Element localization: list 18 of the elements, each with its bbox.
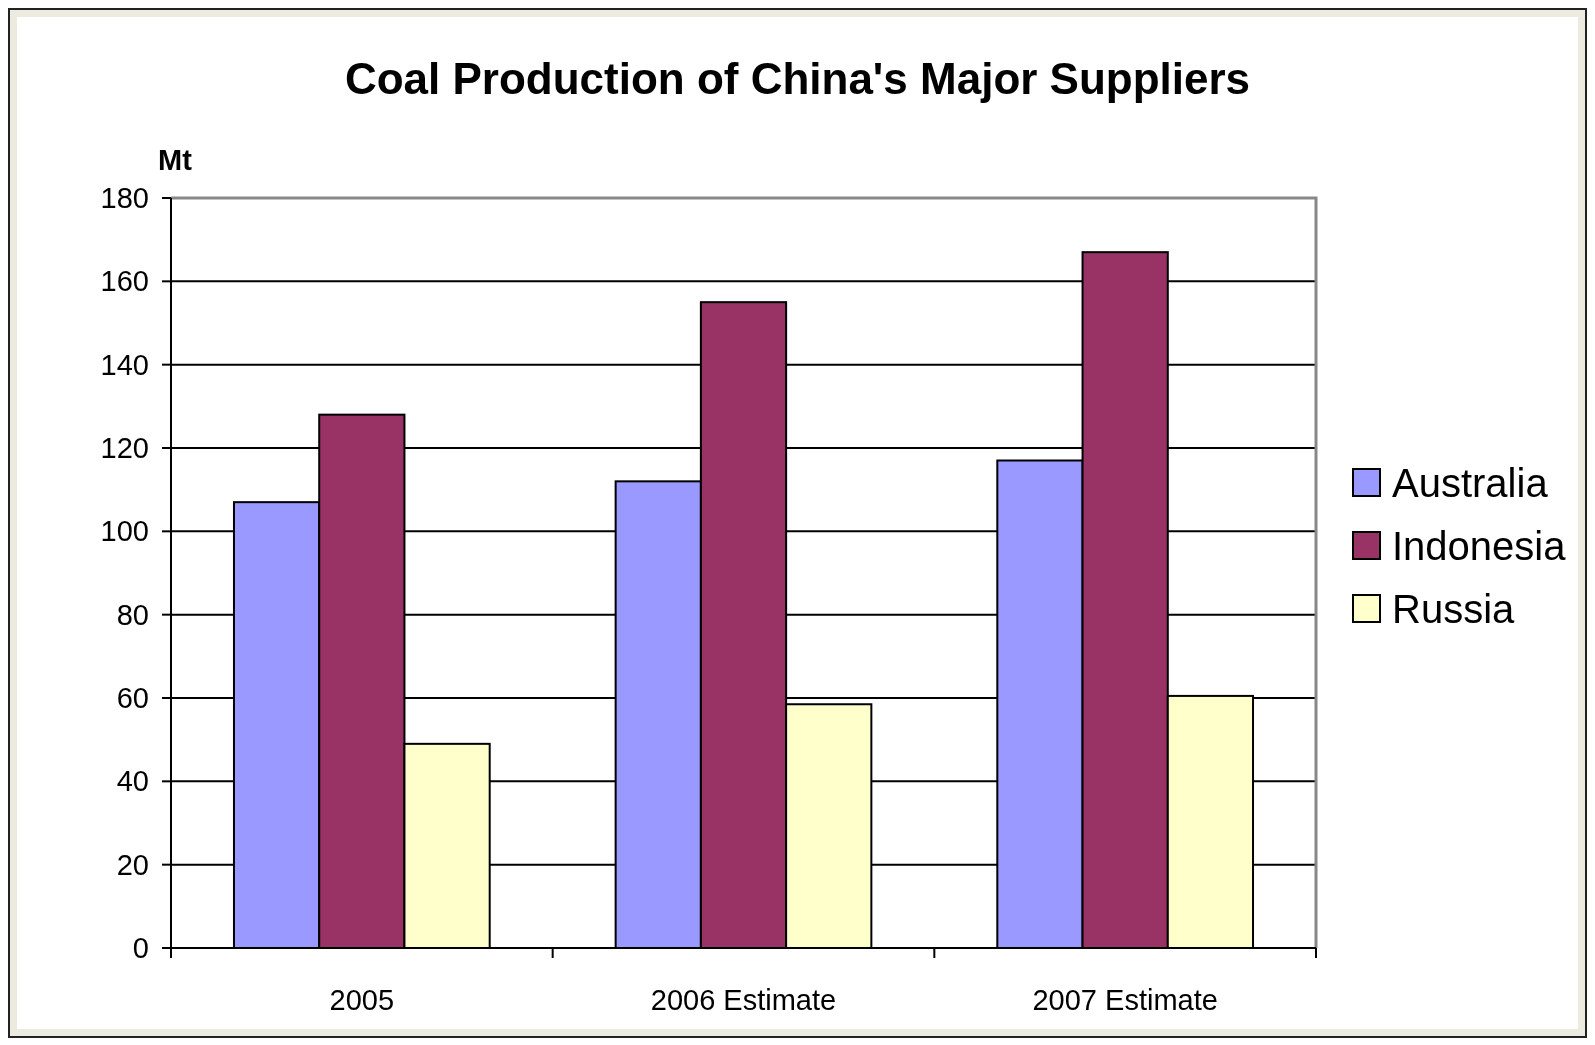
y-tick-label: 140 (100, 348, 149, 381)
y-tick-label: 180 (100, 182, 149, 215)
y-tick-label: 80 (116, 598, 149, 631)
legend-label: Indonesia (1392, 524, 1567, 568)
y-tick-label: 160 (100, 265, 149, 298)
legend-label: Australia (1392, 461, 1549, 505)
y-tick-label: 0 (132, 932, 149, 965)
y-axis-title: Mt (158, 144, 193, 176)
y-tick-label: 40 (116, 765, 149, 798)
y-tick-label: 60 (116, 682, 149, 715)
y-tick-label: 20 (116, 848, 149, 881)
x-tick-label: 2005 (329, 984, 395, 1016)
y-tick-label: 120 (100, 432, 149, 465)
legend-label: Russia (1392, 587, 1516, 631)
chart-title: Coal Production of China's Major Suppliers (344, 54, 1251, 103)
x-tick-label: 2006 Estimate (650, 984, 837, 1016)
x-tick-label: 2007 Estimate (1032, 984, 1218, 1016)
y-tick-label: 100 (100, 515, 149, 548)
